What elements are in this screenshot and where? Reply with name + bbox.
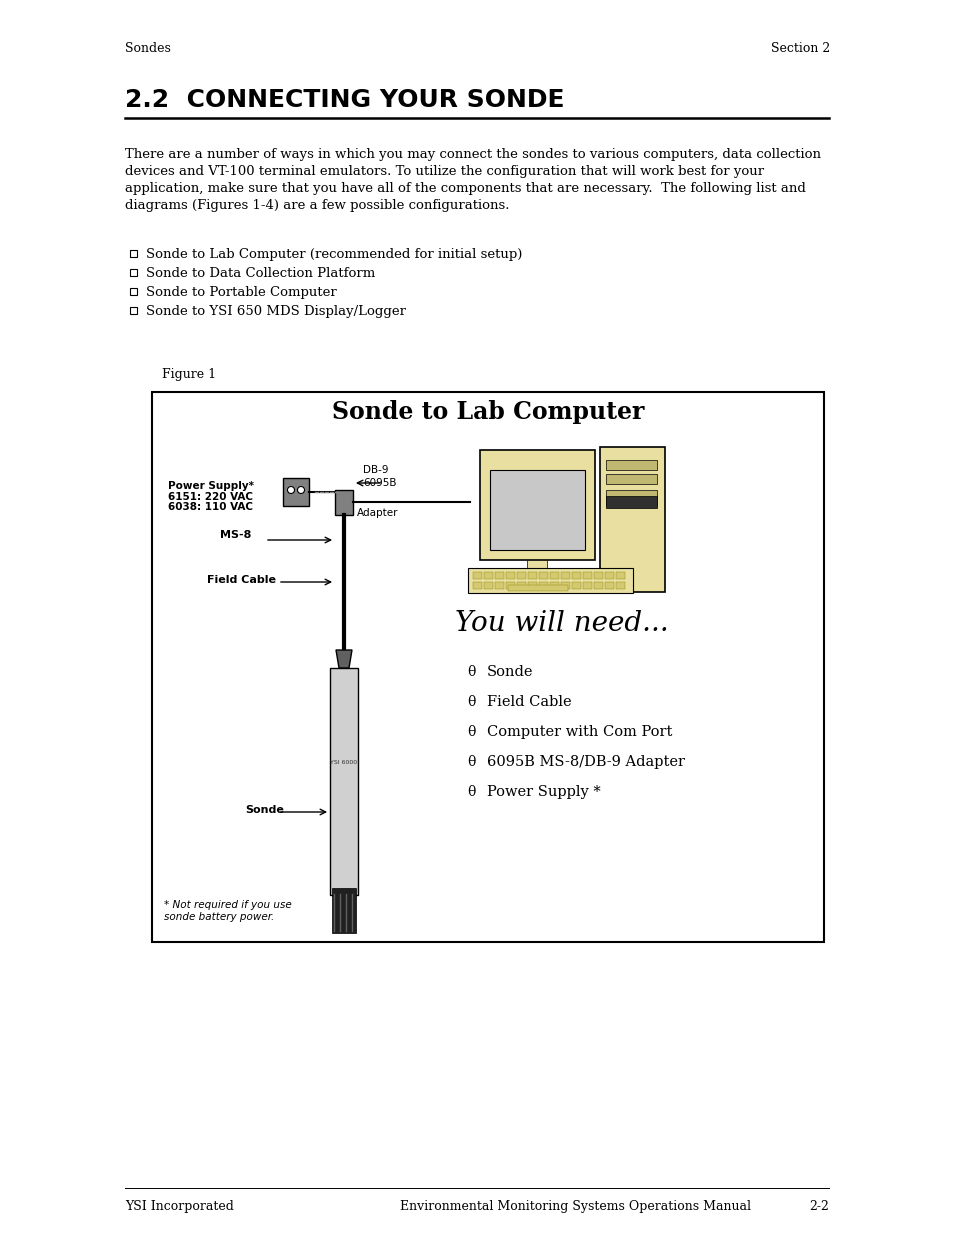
Bar [505, 572, 515, 579]
Ellipse shape [297, 487, 304, 494]
Text: 6095B: 6095B [363, 478, 396, 488]
Bar [483, 582, 493, 589]
Bar [152, 391, 823, 942]
Text: θ: θ [467, 755, 475, 769]
Bar [479, 450, 595, 559]
Text: 6038: 110 VAC: 6038: 110 VAC [168, 501, 253, 513]
Bar [330, 668, 357, 895]
Bar [130, 288, 137, 295]
Text: Sonde to Portable Computer: Sonde to Portable Computer [146, 287, 336, 299]
Bar [527, 582, 537, 589]
Text: θ: θ [467, 785, 475, 799]
Bar [332, 888, 355, 932]
Bar [605, 496, 657, 508]
Text: Sonde: Sonde [486, 664, 533, 679]
Text: θ: θ [467, 664, 475, 679]
Bar [572, 582, 580, 589]
Bar [604, 572, 614, 579]
Text: MS-8: MS-8 [220, 530, 251, 540]
Bar [473, 572, 481, 579]
Bar [130, 308, 137, 314]
Text: YSI Incorporated: YSI Incorporated [125, 1200, 233, 1213]
Text: * Not required if you use: * Not required if you use [164, 900, 292, 910]
Bar [560, 572, 569, 579]
Text: Power Supply *: Power Supply * [486, 785, 600, 799]
Bar [616, 582, 624, 589]
Text: Section 2: Section 2 [770, 42, 829, 56]
Text: 6151: 220 VAC: 6151: 220 VAC [168, 492, 253, 501]
Text: Sonde to Lab Computer (recommended for initial setup): Sonde to Lab Computer (recommended for i… [146, 248, 522, 261]
Bar [538, 582, 547, 589]
Text: Sonde to YSI 650 MDS Display/Logger: Sonde to YSI 650 MDS Display/Logger [146, 305, 406, 317]
Bar [594, 572, 602, 579]
Bar [616, 572, 624, 579]
Bar [550, 572, 558, 579]
Text: Sonde to Lab Computer: Sonde to Lab Computer [332, 400, 643, 424]
Bar [572, 572, 580, 579]
Bar [473, 582, 481, 589]
Text: Adapter: Adapter [356, 508, 398, 517]
Text: Sonde to Data Collection Platform: Sonde to Data Collection Platform [146, 267, 375, 280]
Ellipse shape [287, 487, 294, 494]
Bar [507, 585, 567, 592]
Bar [495, 572, 503, 579]
Text: θ: θ [467, 725, 475, 739]
Bar [130, 249, 137, 257]
Bar [604, 582, 614, 589]
Text: diagrams (Figures 1-4) are a few possible configurations.: diagrams (Figures 1-4) are a few possibl… [125, 199, 509, 212]
Bar [550, 582, 558, 589]
Text: DB-9: DB-9 [363, 466, 388, 475]
Bar [515, 568, 558, 576]
Polygon shape [335, 650, 352, 668]
Text: 2-2: 2-2 [808, 1200, 828, 1213]
Text: Figure 1: Figure 1 [162, 368, 216, 382]
Bar [468, 568, 633, 593]
Text: 2.2  CONNECTING YOUR SONDE: 2.2 CONNECTING YOUR SONDE [125, 88, 564, 112]
Text: Environmental Monitoring Systems Operations Manual: Environmental Monitoring Systems Operati… [399, 1200, 750, 1213]
Text: There are a number of ways in which you may connect the sondes to various comput: There are a number of ways in which you … [125, 148, 821, 161]
Bar [130, 269, 137, 275]
Text: θ: θ [467, 695, 475, 709]
Bar [582, 572, 592, 579]
Bar [490, 471, 584, 550]
Bar [605, 490, 657, 506]
Bar [599, 447, 664, 592]
Text: Field Cable: Field Cable [207, 576, 275, 585]
Bar [594, 582, 602, 589]
Text: You will need...: You will need... [455, 610, 668, 637]
Bar [483, 572, 493, 579]
Text: YSI 6000: YSI 6000 [330, 760, 357, 764]
Text: Field Cable: Field Cable [486, 695, 571, 709]
Bar [517, 582, 525, 589]
Text: Computer with Com Port: Computer with Com Port [486, 725, 672, 739]
Text: Sondes: Sondes [125, 42, 171, 56]
Text: sonde battery power.: sonde battery power. [164, 911, 274, 923]
Bar [605, 459, 657, 471]
Bar [538, 572, 547, 579]
Text: application, make sure that you have all of the components that are necessary.  : application, make sure that you have all… [125, 182, 805, 195]
Text: Sonde: Sonde [245, 805, 284, 815]
Bar [517, 572, 525, 579]
Bar [605, 474, 657, 484]
Text: devices and VT-100 terminal emulators. To utilize the configuration that will wo: devices and VT-100 terminal emulators. T… [125, 165, 763, 178]
Text: 6095B MS-8/DB-9 Adapter: 6095B MS-8/DB-9 Adapter [486, 755, 684, 769]
Bar [335, 490, 353, 515]
Bar [582, 582, 592, 589]
Bar [527, 572, 537, 579]
Bar [495, 582, 503, 589]
Bar [560, 582, 569, 589]
Bar [283, 478, 309, 506]
Bar [526, 559, 546, 568]
Bar [505, 582, 515, 589]
Text: Power Supply*: Power Supply* [168, 480, 253, 492]
